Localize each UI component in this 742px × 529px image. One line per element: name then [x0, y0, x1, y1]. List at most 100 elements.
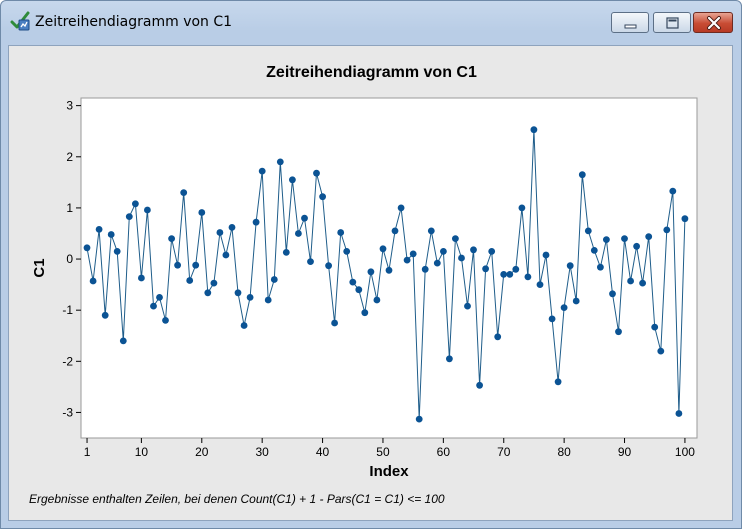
data-point — [307, 258, 314, 265]
minimize-button[interactable] — [611, 12, 649, 33]
y-tick-label: -3 — [62, 405, 73, 419]
data-point — [397, 204, 405, 212]
data-point — [252, 218, 260, 226]
data-point — [89, 277, 97, 285]
data-point — [101, 311, 109, 319]
data-point — [446, 355, 453, 363]
data-point — [494, 333, 502, 341]
y-tick-label: -2 — [62, 354, 73, 368]
graph-area[interactable]: Zeitreihendiagramm von C1 -3 -2 -1 0 1 2 3 1 10 2… — [8, 45, 733, 521]
chart-title: Zeitreihendiagramm von C1 — [266, 64, 477, 81]
data-point — [560, 304, 568, 311]
data-point — [603, 236, 610, 244]
data-point — [246, 294, 254, 301]
data-point — [681, 215, 689, 223]
data-point — [627, 277, 634, 285]
data-point — [331, 319, 338, 327]
data-point — [524, 273, 532, 281]
data-point — [162, 317, 169, 324]
data-point — [554, 378, 562, 386]
data-point — [355, 286, 363, 294]
data-point — [258, 167, 266, 175]
data-point — [276, 158, 284, 166]
data-point — [138, 274, 145, 282]
maximize-button[interactable] — [653, 12, 691, 33]
data-point — [566, 262, 574, 270]
data-point — [675, 410, 683, 417]
data-point — [482, 265, 489, 273]
x-tick-label: 90 — [618, 445, 632, 459]
data-point — [270, 276, 278, 283]
data-point — [657, 347, 665, 355]
data-point — [609, 290, 616, 298]
data-point — [198, 209, 206, 216]
close-button[interactable] — [693, 12, 733, 33]
x-tick-label: 100 — [675, 445, 695, 459]
data-point — [168, 235, 176, 243]
data-point — [597, 263, 604, 271]
footnote: Ergebnisse enthalten Zeilen, bei denen C… — [29, 492, 445, 506]
data-point — [621, 235, 628, 243]
data-point — [210, 279, 218, 287]
title-bar[interactable]: Zeitreihendiagramm von C1 — [1, 1, 741, 45]
data-point — [403, 256, 411, 264]
minimize-icon — [624, 24, 637, 29]
maximize-icon — [666, 17, 679, 29]
data-point — [119, 337, 127, 345]
data-point — [518, 204, 526, 212]
data-point — [83, 244, 91, 252]
data-point — [578, 171, 586, 179]
data-point — [433, 259, 441, 267]
data-point — [639, 279, 646, 287]
data-point — [470, 246, 477, 254]
data-point — [234, 289, 242, 297]
data-point — [216, 229, 224, 236]
x-tick-label: 80 — [557, 445, 571, 459]
data-point — [132, 200, 139, 208]
x-tick-label: 10 — [135, 445, 149, 459]
data-point — [452, 235, 459, 243]
data-point — [651, 323, 659, 331]
data-point — [464, 302, 471, 310]
data-point — [458, 254, 465, 262]
y-tick-label: 2 — [66, 150, 73, 164]
data-point — [150, 302, 157, 310]
data-point — [379, 245, 387, 253]
data-point — [180, 189, 188, 197]
data-point — [584, 227, 592, 235]
data-point — [337, 229, 345, 236]
data-point — [663, 226, 671, 234]
data-point — [645, 233, 653, 241]
time-series-plot[interactable]: -3 -2 -1 0 1 2 3 1 10 20 30 40 50 60 70 80 90 100 Index C1 — [9, 46, 732, 520]
data-point — [113, 248, 121, 255]
x-tick-label: 30 — [255, 445, 269, 459]
data-point — [144, 206, 151, 214]
data-point — [542, 251, 550, 259]
window-title: Zeitreihendiagramm von C1 — [35, 14, 233, 30]
data-point — [313, 169, 320, 177]
data-point — [590, 247, 598, 254]
data-point — [343, 248, 351, 255]
minitab-graph-icon — [10, 10, 32, 32]
x-axis-label: Index — [369, 463, 409, 480]
data-point — [289, 176, 296, 184]
data-point — [228, 224, 236, 231]
data-point — [506, 271, 514, 278]
data-point — [572, 297, 580, 305]
data-point — [385, 266, 393, 274]
data-point — [325, 262, 332, 270]
data-point — [536, 281, 544, 288]
data-point — [633, 242, 640, 250]
data-point — [391, 227, 399, 235]
data-point — [488, 248, 496, 255]
y-tick-label: 1 — [66, 201, 73, 215]
data-point — [361, 309, 369, 317]
series-line — [86, 129, 686, 420]
data-point — [264, 296, 272, 304]
data-point — [415, 415, 423, 423]
data-point — [295, 230, 302, 237]
data-point — [615, 328, 622, 336]
data-point — [500, 271, 508, 278]
x-tick-label: 1 — [84, 445, 91, 459]
data-point — [669, 187, 677, 195]
